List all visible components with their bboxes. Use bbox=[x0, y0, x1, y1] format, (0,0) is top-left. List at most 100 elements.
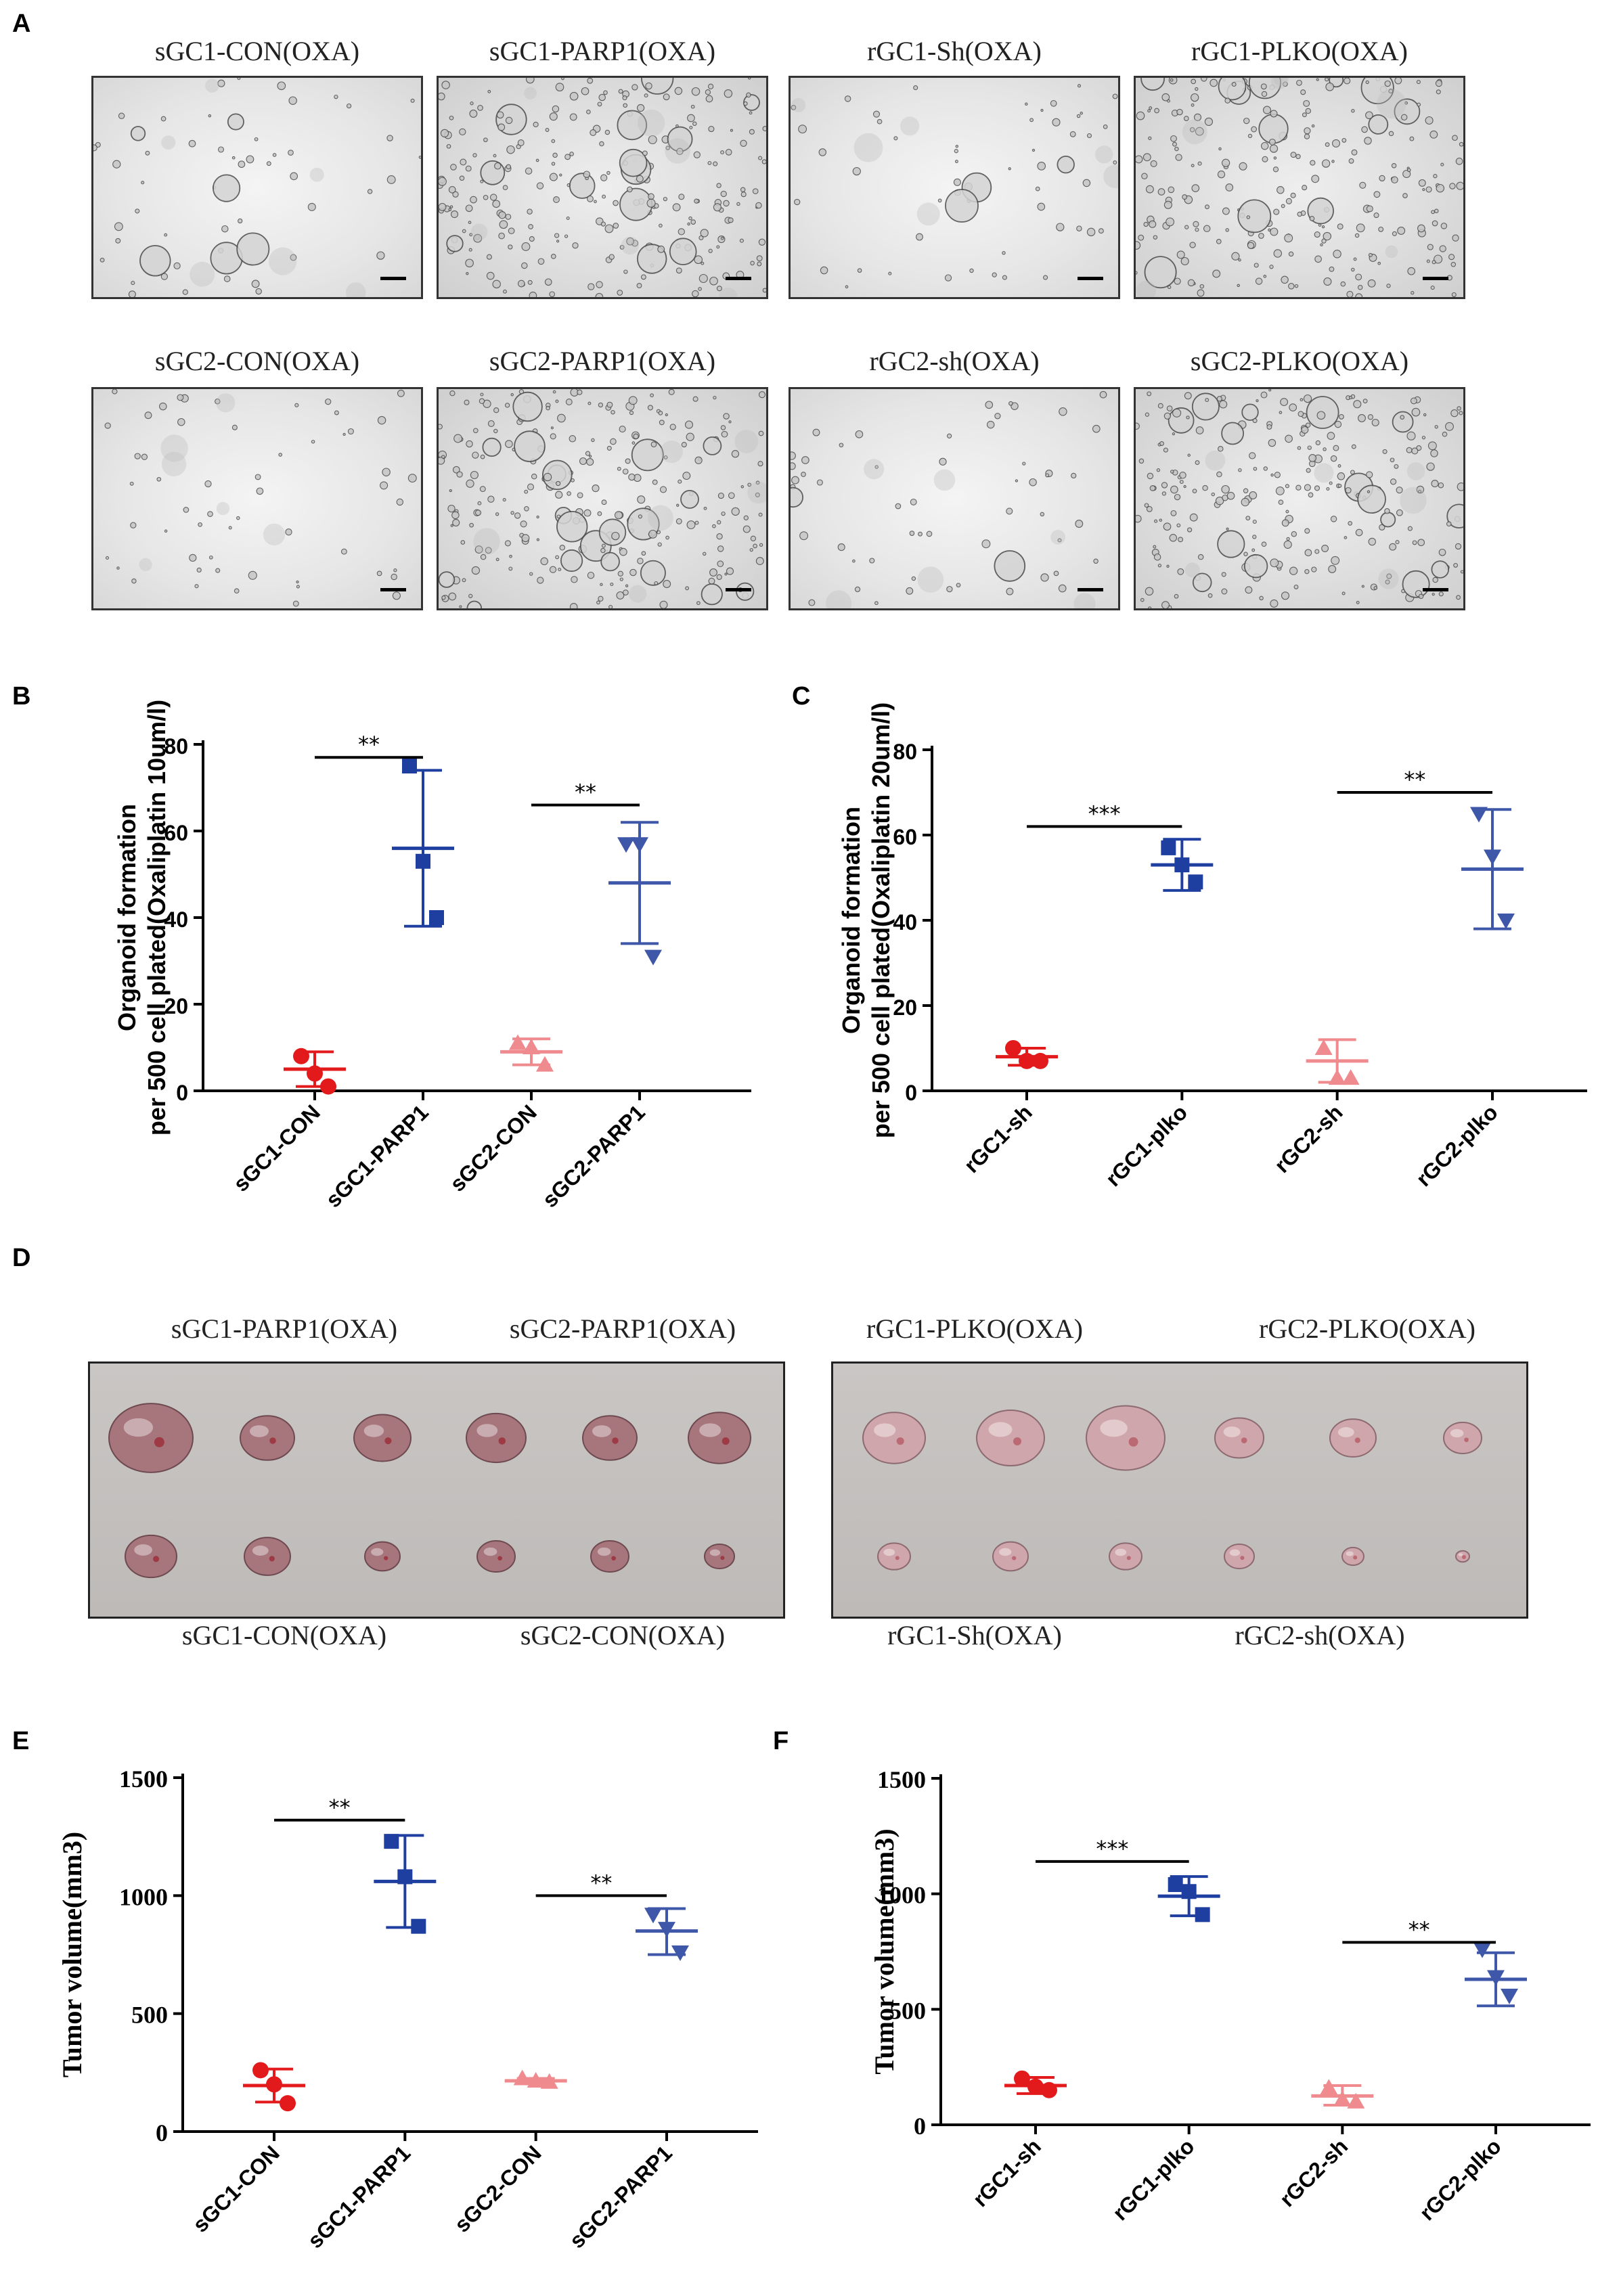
organoid-blob bbox=[1355, 528, 1363, 537]
organoid-blob bbox=[1385, 579, 1390, 585]
organoid-blob bbox=[606, 445, 612, 451]
organoid-blob bbox=[1450, 409, 1459, 418]
organoid-blob bbox=[217, 146, 225, 153]
organoid-blob bbox=[709, 276, 718, 286]
organoid-blob bbox=[1300, 398, 1304, 402]
organoid-blob bbox=[617, 570, 623, 577]
organoid-blob bbox=[1402, 193, 1408, 198]
organoid-blob bbox=[1417, 102, 1421, 107]
organoid-blob bbox=[1304, 549, 1312, 557]
organoid-blob bbox=[1309, 216, 1315, 221]
organoid-blob bbox=[1099, 390, 1107, 399]
organoid-blob bbox=[1237, 199, 1272, 233]
organoid-blob bbox=[1406, 447, 1413, 453]
organoid-blob bbox=[1086, 133, 1092, 139]
photo-label-bottom: rGC1-Sh(OXA) bbox=[887, 1620, 1062, 1650]
organoid-blob bbox=[183, 507, 190, 513]
organoid-blob bbox=[560, 549, 583, 572]
organoid-blob bbox=[1269, 265, 1274, 269]
organoid-blob bbox=[1145, 587, 1154, 596]
organoid-blob bbox=[672, 203, 681, 212]
organoid-blob bbox=[504, 403, 510, 408]
organoid-blob bbox=[508, 227, 515, 235]
organoid-blob bbox=[473, 233, 483, 243]
organoid-blob bbox=[1170, 78, 1174, 82]
organoid-blob bbox=[1138, 458, 1145, 464]
organoid-blob bbox=[465, 204, 473, 212]
organoid-blob bbox=[556, 514, 561, 519]
organoid-blob bbox=[1218, 78, 1247, 101]
organoid-blob bbox=[1406, 431, 1416, 441]
organoid-blob bbox=[888, 271, 892, 275]
organoid-blob bbox=[687, 114, 695, 122]
x-tick-label: rGC2-plko bbox=[1415, 2134, 1506, 2225]
organoid-blob bbox=[1261, 541, 1267, 547]
tumor-specimen bbox=[244, 1537, 291, 1576]
organoid-blob bbox=[1191, 103, 1195, 107]
organoid-blob bbox=[1314, 549, 1320, 554]
organoid-blob bbox=[716, 245, 720, 249]
organoid-blob bbox=[1418, 593, 1424, 600]
organoid-blob bbox=[1058, 584, 1067, 593]
organoid-blob bbox=[608, 254, 615, 260]
organoid-blob bbox=[509, 554, 512, 558]
organoid-blob bbox=[1357, 284, 1363, 290]
organoid-blob bbox=[1356, 600, 1360, 604]
organoid-blob bbox=[726, 567, 734, 575]
organoid-blob bbox=[1157, 188, 1166, 196]
organoid-blob bbox=[1252, 418, 1258, 424]
organoid-blob bbox=[1247, 242, 1255, 249]
data-point bbox=[1333, 2090, 1352, 2107]
organoid-blob bbox=[730, 129, 733, 132]
organoid-blob bbox=[1368, 114, 1389, 135]
organoid-blob bbox=[487, 420, 495, 427]
organoid-blob bbox=[746, 92, 751, 98]
organoid-blob bbox=[1327, 432, 1335, 440]
organoid-blob bbox=[876, 118, 883, 125]
organoid-blob bbox=[1277, 186, 1285, 194]
organoid-blob bbox=[844, 95, 851, 102]
organoid-blob bbox=[1263, 275, 1267, 278]
organoid-blob bbox=[720, 236, 724, 240]
organoid-blob bbox=[1448, 254, 1455, 261]
organoid-blob bbox=[1253, 263, 1259, 268]
organoid-blob bbox=[816, 479, 823, 486]
organoid-blob bbox=[524, 489, 529, 494]
organoid-blob bbox=[1411, 447, 1419, 455]
y-axis-label: per 500 cell plated(Oxaliplatin 10um/l) bbox=[143, 700, 171, 1135]
organoid-blob bbox=[1423, 413, 1427, 417]
organoid-blob bbox=[791, 105, 797, 110]
organoid-blob bbox=[1391, 163, 1397, 168]
organoid-blob bbox=[954, 160, 958, 164]
organoid-blob bbox=[554, 233, 560, 238]
organoid-blob bbox=[678, 228, 685, 235]
organoid-blob bbox=[1426, 462, 1435, 471]
organoid-blob bbox=[1439, 245, 1446, 252]
organoid-blob bbox=[603, 90, 608, 95]
organoid-blob bbox=[292, 600, 299, 607]
organoid-blob bbox=[736, 202, 740, 206]
organoid-blob bbox=[617, 466, 621, 471]
organoid-blob bbox=[1431, 592, 1435, 596]
data-point bbox=[1487, 1970, 1505, 1986]
data-point bbox=[1032, 1052, 1048, 1069]
organoid-blob bbox=[1286, 537, 1290, 541]
organoid-blob bbox=[600, 547, 606, 554]
organoid-blob bbox=[1329, 266, 1335, 272]
organoid-blob bbox=[916, 233, 923, 241]
organoid-blob bbox=[439, 424, 443, 430]
organoid-blob bbox=[118, 112, 125, 120]
organoid-blob bbox=[533, 121, 539, 128]
organoid-blob bbox=[1288, 251, 1294, 257]
organoid-blob bbox=[483, 137, 488, 143]
tumor-specimen bbox=[704, 1543, 735, 1570]
organoid-blob bbox=[1337, 464, 1341, 468]
organoid-blob bbox=[493, 428, 498, 434]
organoid-blob bbox=[654, 581, 659, 585]
organoid-blob bbox=[583, 171, 591, 178]
organoid-blob bbox=[529, 572, 533, 576]
organoid-blob bbox=[1365, 111, 1373, 120]
tumor-specimen bbox=[976, 1410, 1045, 1466]
organoid-blob bbox=[1338, 413, 1344, 420]
organoid-blob bbox=[1253, 466, 1258, 471]
